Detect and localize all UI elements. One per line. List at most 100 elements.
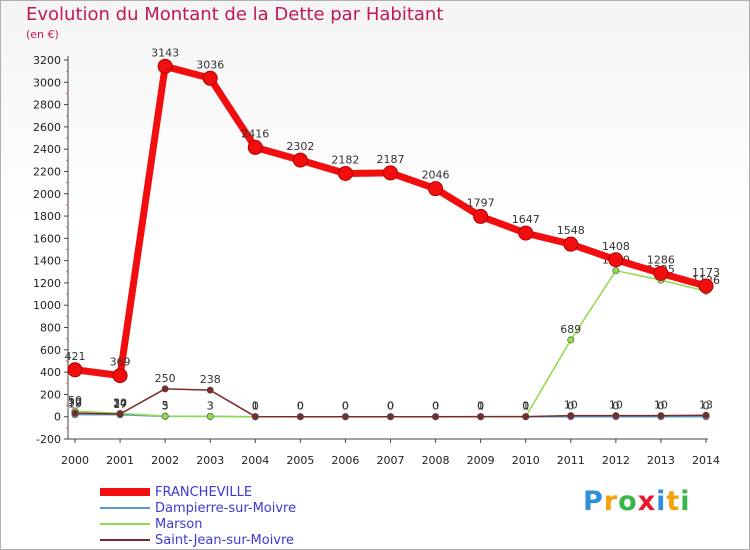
data-label-dampierre-sur-moivre: 0 bbox=[522, 400, 529, 413]
data-point-saint-jean-sur-moivre bbox=[567, 412, 575, 420]
data-label-francheville: 1286 bbox=[647, 253, 675, 266]
logo-letter: x bbox=[637, 486, 657, 517]
data-label-saint-jean-sur-moivre: 10 bbox=[564, 399, 578, 412]
data-label-dampierre-sur-moivre: 0 bbox=[567, 400, 574, 413]
data-label-saint-jean-sur-moivre: 1 bbox=[252, 400, 259, 413]
data-label-marson: 689 bbox=[560, 323, 581, 336]
logo-letter: t bbox=[666, 486, 681, 517]
legend-swatch-saint-jean bbox=[100, 539, 150, 541]
data-point-saint-jean-sur-moivre bbox=[71, 409, 79, 417]
y-tick-label: 200 bbox=[40, 388, 61, 401]
data-label-saint-jean-sur-moivre: 10 bbox=[609, 399, 623, 412]
data-label-dampierre-sur-moivre: 0 bbox=[297, 400, 304, 413]
data-label-dampierre-sur-moivre: 0 bbox=[387, 400, 394, 413]
y-tick-label: 2400 bbox=[33, 143, 61, 156]
y-tick-label: 1800 bbox=[33, 210, 61, 223]
y-tick-label: 3000 bbox=[33, 76, 61, 89]
logo-letter: P bbox=[583, 486, 604, 517]
x-tick-label: 2010 bbox=[512, 454, 540, 467]
x-tick-label: 2014 bbox=[692, 454, 720, 467]
y-tick-label: 0 bbox=[54, 411, 61, 424]
data-label-saint-jean-sur-moivre: 0 bbox=[297, 400, 304, 413]
y-tick-label: 2800 bbox=[33, 99, 61, 112]
data-point-marson bbox=[206, 412, 214, 420]
series-line-marson bbox=[74, 269, 707, 418]
logo-letter: i bbox=[656, 486, 667, 517]
x-tick-label: 2008 bbox=[422, 454, 450, 467]
y-tick-label: 1400 bbox=[33, 255, 61, 268]
data-label-saint-jean-sur-moivre: 1 bbox=[477, 400, 484, 413]
data-point-francheville bbox=[112, 368, 128, 384]
data-point-francheville bbox=[202, 70, 218, 86]
data-label-marson: 3 bbox=[207, 399, 214, 412]
data-label-saint-jean-sur-moivre: 0 bbox=[387, 400, 394, 413]
data-label-francheville: 2416 bbox=[241, 127, 269, 140]
data-label-francheville: 369 bbox=[110, 356, 131, 369]
data-point-saint-jean-sur-moivre bbox=[116, 410, 124, 418]
data-label-dampierre-sur-moivre: 0 bbox=[612, 400, 619, 413]
data-label-saint-jean-sur-moivre: 32 bbox=[68, 396, 82, 409]
data-label-saint-jean-sur-moivre: 238 bbox=[200, 373, 221, 386]
data-point-saint-jean-sur-moivre bbox=[432, 413, 440, 421]
data-label-dampierre-sur-moivre: 0 bbox=[432, 400, 439, 413]
proxiti-logo: Proxiti bbox=[583, 486, 691, 517]
data-point-francheville bbox=[518, 225, 534, 241]
data-point-saint-jean-sur-moivre bbox=[522, 413, 530, 421]
legend-item-saint-jean: Saint-Jean-sur-Moivre bbox=[100, 532, 296, 548]
logo-letter: r bbox=[603, 486, 619, 517]
data-point-saint-jean-sur-moivre bbox=[251, 413, 259, 421]
logo-letter: o bbox=[618, 486, 638, 517]
data-point-francheville bbox=[292, 152, 308, 168]
y-tick-label: 1600 bbox=[33, 232, 61, 245]
data-point-francheville bbox=[157, 58, 173, 74]
data-label-francheville: 1548 bbox=[557, 224, 585, 237]
data-point-francheville bbox=[247, 139, 263, 155]
x-tick-label: 2000 bbox=[61, 454, 89, 467]
y-tick-label: 3200 bbox=[33, 54, 61, 67]
data-label-francheville: 3143 bbox=[151, 46, 179, 59]
data-point-marson bbox=[612, 267, 620, 275]
data-label-francheville: 1647 bbox=[512, 213, 540, 226]
data-point-francheville bbox=[653, 265, 669, 281]
data-label-francheville: 3036 bbox=[196, 58, 224, 71]
data-label-marson: 50 bbox=[68, 394, 82, 407]
data-label-dampierre-sur-moivre: 17 bbox=[113, 398, 127, 411]
y-tick-label: 2600 bbox=[33, 121, 61, 134]
legend-label-francheville: FRANCHEVILLE bbox=[155, 484, 253, 500]
legend-item-marson: Marson bbox=[100, 516, 296, 532]
data-label-francheville: 1408 bbox=[602, 240, 630, 253]
data-point-saint-jean-sur-moivre bbox=[612, 412, 620, 420]
x-tick-label: 2009 bbox=[467, 454, 495, 467]
data-label-francheville: 2302 bbox=[286, 140, 314, 153]
legend-label-marson: Marson bbox=[155, 516, 203, 532]
x-tick-label: 2012 bbox=[602, 454, 630, 467]
data-label-marson: 0 bbox=[297, 400, 304, 413]
legend-swatch-dampierre bbox=[100, 507, 150, 509]
x-tick-label: 2004 bbox=[241, 454, 269, 467]
data-point-saint-jean-sur-moivre bbox=[206, 386, 214, 394]
data-point-francheville bbox=[698, 278, 714, 294]
data-label-francheville: 2182 bbox=[331, 153, 359, 166]
data-label-dampierre-sur-moivre: 19 bbox=[68, 398, 82, 411]
x-tick-label: 2001 bbox=[106, 454, 134, 467]
y-tick-label: 1200 bbox=[33, 277, 61, 290]
data-label-saint-jean-sur-moivre: 10 bbox=[654, 399, 668, 412]
data-label-marson: 0 bbox=[477, 400, 484, 413]
data-label-marson: 0 bbox=[252, 400, 259, 413]
legend-item-francheville: FRANCHEVILLE bbox=[100, 484, 296, 500]
data-point-francheville bbox=[563, 236, 579, 252]
data-label-saint-jean-sur-moivre: 0 bbox=[432, 400, 439, 413]
data-label-dampierre-sur-moivre: 0 bbox=[477, 400, 484, 413]
x-tick-label: 2005 bbox=[286, 454, 314, 467]
data-label-saint-jean-sur-moivre: 24 bbox=[113, 397, 127, 410]
data-point-saint-jean-sur-moivre bbox=[477, 413, 485, 421]
data-label-saint-jean-sur-moivre: 0 bbox=[342, 400, 349, 413]
data-label-francheville: 1797 bbox=[467, 196, 495, 209]
legend-label-saint-jean: Saint-Jean-sur-Moivre bbox=[155, 532, 295, 548]
data-label-marson: 0 bbox=[522, 400, 529, 413]
y-tick-label: 800 bbox=[40, 322, 61, 335]
data-point-francheville bbox=[428, 181, 444, 197]
legend-swatch-marson bbox=[100, 523, 150, 525]
data-point-saint-jean-sur-moivre bbox=[296, 413, 304, 421]
